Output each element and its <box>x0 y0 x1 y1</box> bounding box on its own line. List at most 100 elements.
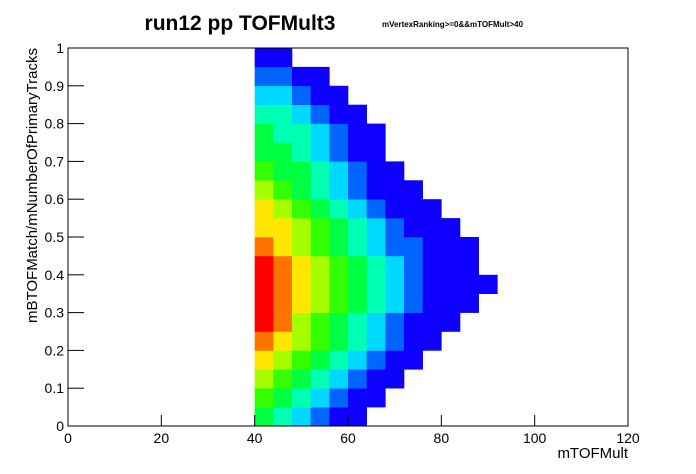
heatmap-cell <box>310 312 330 332</box>
heatmap-cell <box>329 237 349 257</box>
heatmap-cell <box>497 275 516 294</box>
x-tick-label: 40 <box>247 430 263 446</box>
heatmap-cell <box>254 85 274 105</box>
heatmap-cell <box>441 218 461 238</box>
heatmap-cell <box>423 350 442 369</box>
axes: 0 20 40 60 80 100 120 0 0.1 0.2 0.3 0.4 0.5 0.6 0.7 0.8… <box>45 40 640 446</box>
heatmap-cell <box>292 388 311 408</box>
y-tick-label: 1 <box>56 40 64 56</box>
heatmap-cell <box>516 67 535 86</box>
heatmap-cell <box>254 369 274 389</box>
heatmap-cell <box>329 274 349 294</box>
heatmap-cell <box>292 218 311 238</box>
heatmap-cell <box>460 332 479 351</box>
heatmap-cell <box>535 313 554 332</box>
heatmap-cell <box>385 350 405 370</box>
heatmap-cell <box>441 124 460 143</box>
heatmap-cell <box>329 369 349 389</box>
heatmap-cell <box>254 388 274 408</box>
heatmap-cell <box>292 255 311 276</box>
chart-title: run12 pp TOFMult3 <box>145 12 336 35</box>
heatmap-cell <box>535 407 554 426</box>
heatmap-cell <box>385 255 405 276</box>
heatmap-cell <box>479 48 498 67</box>
heatmap-cell <box>479 199 498 218</box>
heatmap-cell <box>366 237 386 257</box>
heatmap-cell <box>422 293 442 313</box>
heatmap-cell <box>385 237 405 257</box>
heatmap-cell <box>535 237 554 256</box>
heatmap-cell <box>366 180 386 200</box>
heatmap-cell <box>329 180 349 200</box>
x-tick-label: 100 <box>523 430 547 446</box>
heatmap-cell <box>292 199 311 219</box>
heatmap-cell <box>310 331 330 351</box>
heatmap-cell <box>460 180 479 199</box>
heatmap-cell <box>366 218 386 238</box>
heatmap-cell <box>348 331 367 351</box>
heatmap-cell <box>254 255 274 276</box>
heatmap-cell <box>422 218 442 238</box>
heatmap-cell <box>404 407 423 426</box>
x-tick-label: 0 <box>64 430 72 446</box>
heatmap-cell <box>497 332 516 351</box>
heatmap-cell <box>273 199 293 219</box>
heatmap-cell <box>385 218 405 238</box>
heatmap-cell <box>535 294 554 313</box>
heatmap-cell <box>348 218 367 238</box>
heatmap-cell <box>254 293 274 313</box>
heatmap-cell <box>497 369 516 388</box>
heatmap-cell <box>404 105 423 124</box>
heatmap-cell <box>329 407 349 427</box>
heatmap-cell <box>404 86 423 105</box>
heatmap-cell <box>273 218 293 238</box>
heatmap-cell <box>367 105 386 124</box>
heatmap-cell <box>535 161 554 180</box>
x-tick-label: 20 <box>154 430 170 446</box>
heatmap-cell <box>273 161 293 181</box>
heatmap-cell <box>366 142 386 162</box>
heatmap-cell <box>310 369 330 389</box>
heatmap-cell <box>254 48 274 68</box>
heatmap-cell <box>497 67 516 86</box>
heatmap-cell <box>441 332 460 351</box>
heatmap-cell <box>348 86 367 105</box>
heatmap-cell <box>441 407 460 426</box>
heatmap-cell <box>366 161 386 181</box>
heatmap-cell <box>310 218 330 238</box>
heatmap-cell <box>348 312 367 332</box>
y-tick-label: 0.4 <box>45 267 65 283</box>
heatmap-cell <box>516 407 535 426</box>
heatmap-cell <box>254 199 274 219</box>
heatmap-cell <box>292 331 311 351</box>
heatmap-cell <box>366 255 386 276</box>
heatmap-cell <box>479 237 498 256</box>
heatmap-cell <box>479 350 498 369</box>
heatmap-cell <box>460 67 479 86</box>
heatmap-cell <box>254 66 274 87</box>
heatmap-cell <box>367 86 386 105</box>
heatmap-cell <box>460 218 479 237</box>
heatmap-cell <box>292 48 311 67</box>
heatmap-cell <box>497 86 516 105</box>
heatmap-cell <box>348 274 367 294</box>
heatmap-cell <box>441 161 460 180</box>
heatmap-cell <box>292 274 311 294</box>
heatmap-cell <box>535 180 554 199</box>
heatmap-cell <box>310 180 330 200</box>
heatmap-cell <box>535 86 554 105</box>
heatmap-cell <box>385 331 405 351</box>
heatmap-cell <box>423 124 442 143</box>
heatmap-cell <box>366 199 386 219</box>
heatmap-cell <box>348 199 367 219</box>
y-tick-label: 0.1 <box>45 380 65 396</box>
heatmap-cell <box>273 237 293 257</box>
heatmap-cell <box>460 48 479 67</box>
heatmap-cell <box>292 123 311 143</box>
x-tick-label: 80 <box>434 430 450 446</box>
heatmap-cell <box>310 407 330 427</box>
heatmap-cell <box>460 199 479 218</box>
heatmap-cell <box>404 67 423 86</box>
heatmap-cell <box>535 143 554 162</box>
